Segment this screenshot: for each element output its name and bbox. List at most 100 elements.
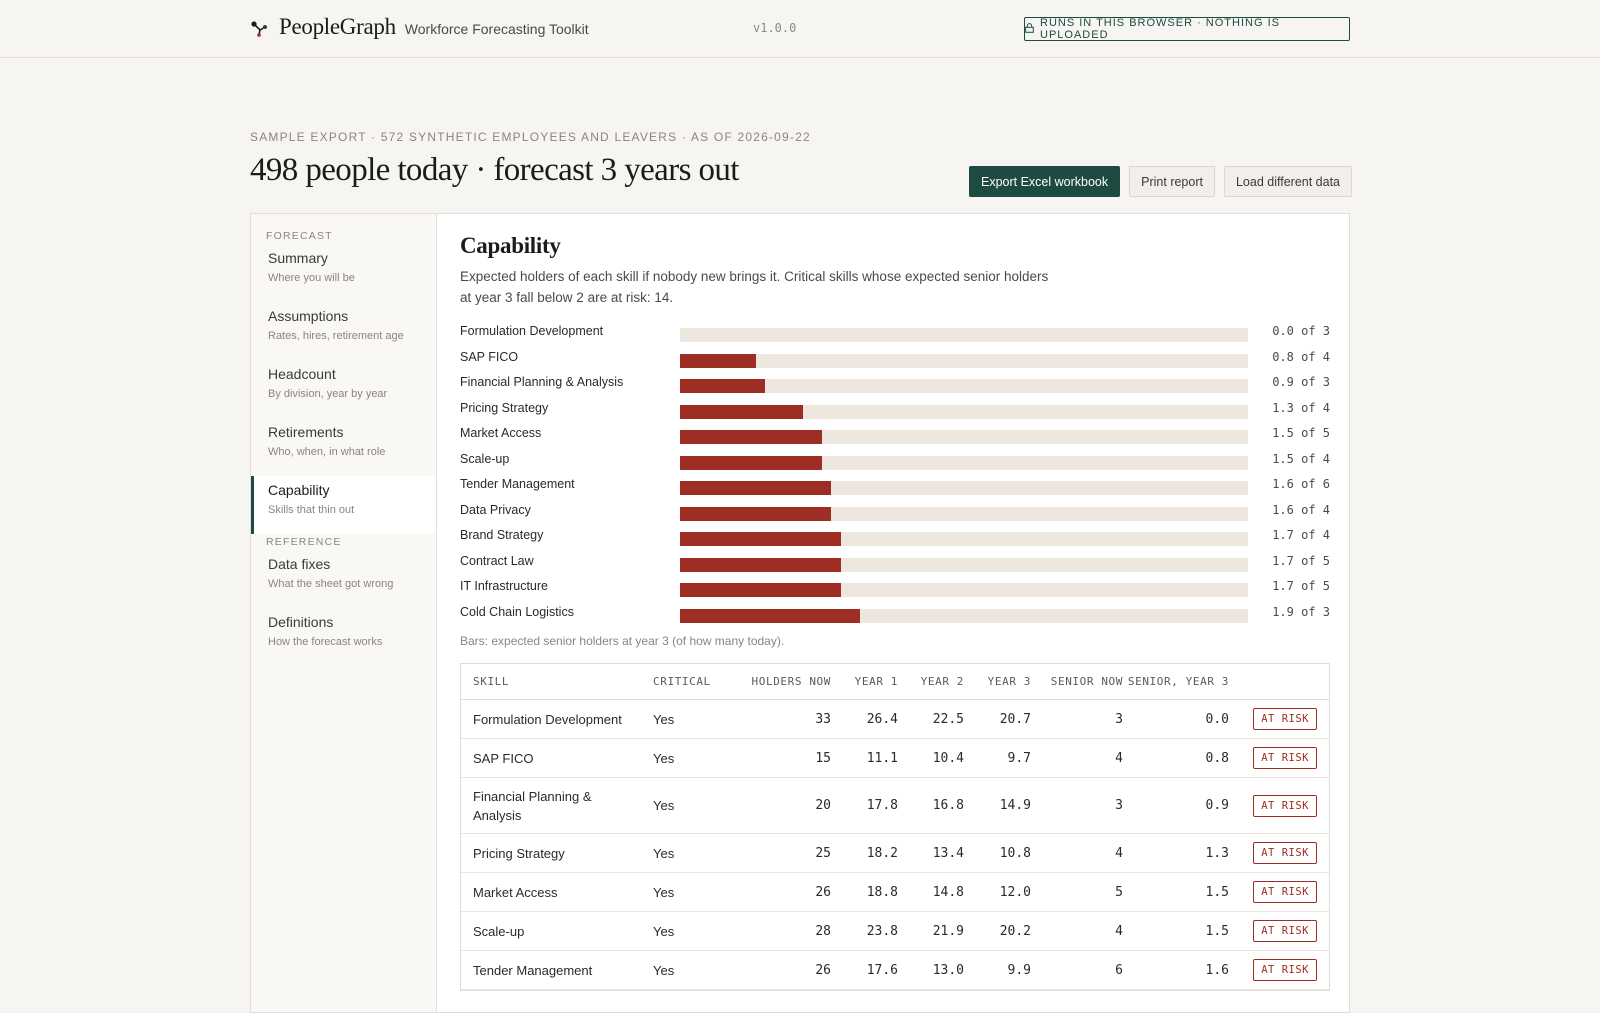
sidebar-item-assumptions[interactable]: Assumptions Rates, hires, retirement age xyxy=(251,302,436,360)
bar-value-label: 1.9 of 3 xyxy=(1272,604,1330,619)
column-header-senior-now[interactable]: SENIOR NOW xyxy=(1031,664,1123,700)
critical-cell: Yes xyxy=(641,911,736,951)
skill-cell: SAP FICO xyxy=(461,738,641,778)
status-cell: AT RISK xyxy=(1229,872,1329,912)
status-cell: AT RISK xyxy=(1229,777,1329,834)
export-excel-button[interactable]: Export Excel workbook xyxy=(969,166,1121,197)
bar xyxy=(680,481,832,495)
top-bar: PeopleGraph Workforce Forecasting Toolki… xyxy=(0,0,1600,58)
bar-track xyxy=(680,328,1248,342)
critical-cell: Yes xyxy=(641,950,736,990)
bar-value-label: 1.6 of 4 xyxy=(1272,502,1330,517)
at-risk-badge: AT RISK xyxy=(1253,881,1317,903)
senior-year-3-cell: 0.8 xyxy=(1123,738,1229,778)
bar xyxy=(680,583,841,597)
table-row[interactable]: Market Access Yes 26 18.8 14.8 12.0 5 1.5 AT RIS… xyxy=(461,872,1329,912)
year-3-cell: 20.7 xyxy=(964,699,1031,739)
table-row[interactable]: Formulation Development Yes 33 26.4 22.5 20.7… xyxy=(461,699,1329,739)
peoplegraph-logo-icon xyxy=(250,20,268,38)
senior-year-3-cell: 1.5 xyxy=(1123,911,1229,951)
page-title: 498 people today · forecast 3 years out xyxy=(250,152,739,188)
bar-track xyxy=(680,608,1248,623)
bar-row: Cold Chain Logistics 1.9 of 3 xyxy=(460,603,1330,629)
holders-now-cell: 28 xyxy=(736,911,831,951)
bar-track xyxy=(680,430,1248,444)
bar-label: Financial Planning & Analysis xyxy=(460,375,624,389)
status-cell: AT RISK xyxy=(1229,699,1329,739)
year-1-cell: 26.4 xyxy=(831,699,898,739)
sidebar-item-subtitle: By division, year by year xyxy=(268,388,388,400)
senior-year-3-cell: 1.6 xyxy=(1123,950,1229,990)
bar xyxy=(680,404,804,419)
table-row[interactable]: Tender Management Yes 26 17.6 13.0 9.9 6 1.6 AT … xyxy=(461,950,1329,990)
bar-value-label: 1.7 of 5 xyxy=(1272,579,1330,593)
sidebar-item-subtitle: Skills that thin out xyxy=(268,504,355,516)
year-2-cell: 13.0 xyxy=(898,950,964,990)
brand[interactable]: PeopleGraph Workforce Forecasting Toolki… xyxy=(250,14,589,40)
section-description: Expected holders of each skill if nobody… xyxy=(460,269,1049,305)
year-1-cell: 23.8 xyxy=(831,911,898,951)
sidebar-group-forecast: FORECAST xyxy=(266,230,333,242)
sidebar-item-summary[interactable]: Summary Where you will be xyxy=(251,244,436,302)
load-data-button[interactable]: Load different data xyxy=(1223,166,1353,197)
senior-year-3-cell: 1.3 xyxy=(1123,833,1229,873)
table-header-row: SKILL CRITICAL HOLDERS NOW YEAR 1 YEAR 2… xyxy=(461,664,1329,700)
print-report-button[interactable]: Print report xyxy=(1129,166,1215,197)
sidebar-item-title: Assumptions xyxy=(268,308,349,324)
year-3-cell: 9.9 xyxy=(964,950,1031,990)
sidebar-item-headcount[interactable]: Headcount By division, year by year xyxy=(251,360,436,418)
bar-label: SAP FICO xyxy=(460,349,519,364)
holders-now-cell: 26 xyxy=(736,872,831,912)
year-2-cell: 22.5 xyxy=(898,699,964,739)
sidebar-item-title: Definitions xyxy=(268,614,334,630)
year-1-cell: 11.1 xyxy=(831,738,898,778)
table-row[interactable]: Pricing Strategy Yes 25 18.2 13.4 10.8 4 1.3 AT … xyxy=(461,833,1329,873)
year-3-cell: 12.0 xyxy=(964,872,1031,912)
bar-row: Pricing Strategy 1.3 of 4 xyxy=(460,399,1330,425)
sidebar-item-subtitle: What the sheet got wrong xyxy=(268,578,394,590)
section-title: Capability xyxy=(460,233,561,258)
bar-value-label: 1.6 of 6 xyxy=(1272,477,1330,491)
table-row[interactable]: Financial Planning & Analysis Yes 20 17.8 16… xyxy=(461,777,1329,834)
bar-label: Brand Strategy xyxy=(460,528,544,542)
bar-row: Brand Strategy 1.7 of 4 xyxy=(460,526,1330,552)
bar-value-label: 0.8 of 4 xyxy=(1272,349,1330,364)
bar-label: Tender Management xyxy=(460,477,575,491)
table-row[interactable]: Scale-up Yes 28 23.8 21.9 20.2 4 1.5 AT RISK xyxy=(461,911,1329,951)
sidebar-item-retirements[interactable]: Retirements Who, when, in what role xyxy=(251,418,436,476)
column-header-critical[interactable]: CRITICAL xyxy=(641,664,736,700)
bar-value-label: 1.7 of 5 xyxy=(1272,553,1330,568)
bar-value-label: 1.5 of 5 xyxy=(1272,426,1330,440)
column-header-year-1[interactable]: YEAR 1 xyxy=(831,664,898,700)
sidebar-item-title: Data fixes xyxy=(268,556,331,572)
status-cell: AT RISK xyxy=(1229,833,1329,873)
sidebar-item-capability[interactable]: Capability Skills that thin out xyxy=(251,476,436,534)
column-header-holders-now[interactable]: HOLDERS NOW xyxy=(736,664,831,700)
bar-label: Data Privacy xyxy=(460,502,531,517)
status-cell: AT RISK xyxy=(1229,950,1329,990)
at-risk-badge: AT RISK xyxy=(1253,842,1317,864)
at-risk-badge: AT RISK xyxy=(1253,747,1317,769)
year-3-cell: 20.2 xyxy=(964,911,1031,951)
sidebar-item-definitions[interactable]: Definitions How the forecast works xyxy=(251,608,436,666)
bar xyxy=(680,430,822,444)
column-header-senior-year-3[interactable]: SENIOR, YEAR 3 xyxy=(1123,664,1229,700)
skill-cell: Formulation Development xyxy=(461,699,641,739)
bar-value-label: 1.3 of 4 xyxy=(1272,400,1330,415)
sidebar-item-subtitle: Where you will be xyxy=(268,272,355,284)
sidebar-item-data-fixes[interactable]: Data fixes What the sheet got wrong xyxy=(251,550,436,608)
bar-label: IT Infrastructure xyxy=(460,579,548,593)
table-row[interactable]: SAP FICO Yes 15 11.1 10.4 9.7 4 0.8 AT RISK xyxy=(461,738,1329,778)
sidebar-item-subtitle: Who, when, in what role xyxy=(268,446,386,458)
year-1-cell: 17.6 xyxy=(831,950,898,990)
at-risk-badge: AT RISK xyxy=(1253,959,1317,981)
bar-row: Market Access 1.5 of 5 xyxy=(460,424,1330,450)
bar xyxy=(680,532,841,546)
bar xyxy=(680,379,766,393)
column-header-year-3[interactable]: YEAR 3 xyxy=(964,664,1031,700)
holders-now-cell: 33 xyxy=(736,699,831,739)
column-header-skill[interactable]: SKILL xyxy=(461,664,641,700)
bar-row: Data Privacy 1.6 of 4 xyxy=(460,501,1330,527)
column-header-year-2[interactable]: YEAR 2 xyxy=(898,664,964,700)
bar-value-label: 1.5 of 4 xyxy=(1272,451,1330,466)
